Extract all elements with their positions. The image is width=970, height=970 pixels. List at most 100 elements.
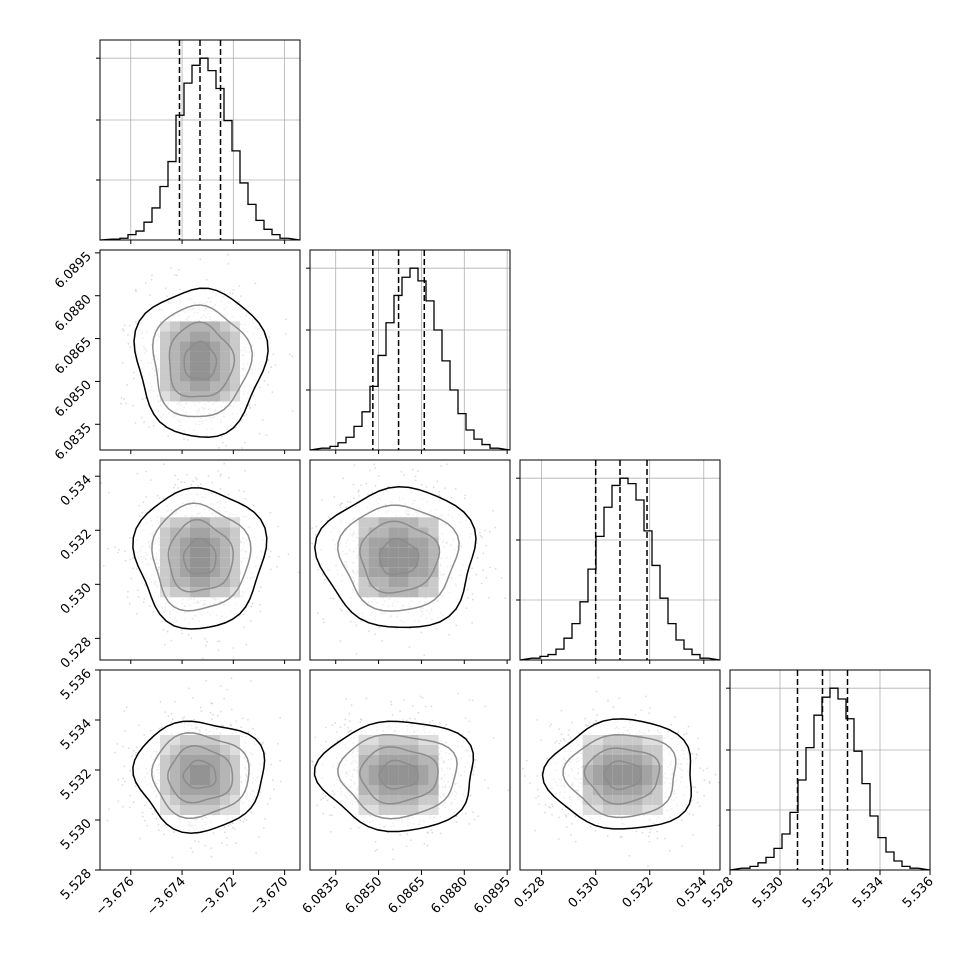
scatter-point: [492, 737, 495, 739]
scatter-point: [272, 353, 275, 355]
scatter-point: [358, 489, 360, 492]
scatter-point: [204, 637, 207, 640]
scatter-point: [151, 274, 153, 277]
histogram-background: [310, 250, 510, 450]
scatter-point: [117, 800, 120, 802]
scatter-point: [141, 811, 144, 814]
scatter-point: [322, 812, 325, 815]
scatter-point: [156, 494, 159, 497]
scatter-point: [128, 602, 131, 605]
scatter-point: [251, 602, 254, 605]
scatter-point: [267, 359, 270, 361]
scatter-point: [323, 579, 326, 581]
scatter-point: [285, 318, 287, 321]
scatter-point: [170, 639, 173, 642]
scatter-point: [339, 726, 342, 729]
scatter-point: [472, 811, 474, 813]
scatter-point: [269, 511, 272, 514]
scatter-point: [238, 300, 241, 303]
scatter-panel-2-3: [519, 669, 721, 871]
scatter-point: [143, 804, 146, 807]
scatter-point: [367, 630, 370, 633]
scatter-point: [450, 496, 453, 499]
scatter-point: [227, 476, 230, 479]
scatter-point: [225, 445, 228, 447]
scatter-point: [179, 288, 181, 291]
scatter-point: [414, 475, 417, 478]
scatter-point: [409, 717, 412, 720]
scatter-point: [121, 784, 124, 786]
scatter-point: [259, 586, 262, 588]
scatter-point: [230, 677, 233, 680]
scatter-point: [150, 807, 152, 810]
scatter-point: [249, 620, 252, 622]
scatter-point: [170, 712, 173, 715]
scatter-point: [322, 797, 325, 799]
scatter-point: [403, 474, 406, 476]
scatter-point: [245, 413, 248, 416]
scatter-point: [457, 692, 459, 695]
scatter-point: [258, 603, 261, 606]
scatter-point: [217, 446, 220, 449]
scatter-point: [381, 639, 384, 642]
scatter-point: [472, 598, 474, 601]
scatter-point: [269, 550, 272, 553]
scatter-point: [227, 825, 230, 827]
scatter-point: [199, 258, 202, 261]
scatter-point: [507, 789, 510, 792]
scatter-point: [124, 550, 126, 552]
scatter-point: [132, 371, 135, 374]
scatter-point: [134, 422, 137, 424]
scatter-point: [135, 568, 138, 570]
contour-line: [132, 487, 268, 630]
scatter-point: [272, 779, 274, 781]
scatter-point: [500, 577, 503, 579]
scatter-point: [143, 421, 145, 424]
scatter-point: [471, 622, 473, 624]
scatter-point: [123, 765, 126, 768]
scatter-point: [414, 479, 417, 482]
scatter-point: [464, 494, 467, 497]
scatter-point: [425, 486, 428, 488]
scatter-point: [102, 564, 105, 567]
scatter-point: [192, 697, 194, 699]
scatter-point: [250, 811, 253, 814]
scatter-point: [244, 498, 247, 500]
scatter-point: [177, 487, 180, 489]
scatter-point: [162, 497, 165, 500]
scatter-point: [141, 416, 143, 419]
scatter-point: [355, 624, 358, 627]
scatter-point: [368, 469, 371, 472]
scatter-point: [426, 831, 429, 833]
scatter-point: [216, 640, 219, 643]
scatter-point: [243, 613, 245, 616]
scatter-point: [325, 740, 327, 743]
scatter-point: [334, 722, 336, 724]
scatter-point: [264, 818, 266, 820]
scatter-point: [108, 808, 110, 811]
scatter-point: [391, 713, 394, 716]
scatter-point: [138, 837, 141, 840]
scatter-point: [114, 546, 116, 548]
scatter-point: [191, 851, 194, 853]
scatter-point: [267, 548, 270, 551]
scatter-point: [312, 761, 314, 763]
scatter-point: [252, 395, 255, 397]
scatter-point: [136, 472, 139, 475]
scatter-point: [254, 404, 257, 406]
scatter-point: [132, 557, 134, 559]
scatter-point: [352, 497, 355, 499]
panel-frame: [99, 459, 301, 661]
scatter-point: [162, 629, 165, 631]
scatter-point: [567, 734, 570, 736]
scatter-point: [180, 481, 183, 484]
scatter-point: [143, 733, 146, 736]
scatter-point: [374, 633, 376, 635]
scatter-point: [352, 483, 355, 486]
scatter-point: [266, 803, 269, 806]
scatter-point: [328, 517, 331, 519]
scatter-point: [129, 769, 131, 772]
scatter-point: [504, 597, 507, 599]
scatter-point: [134, 288, 137, 291]
panel-frame: [519, 459, 721, 661]
